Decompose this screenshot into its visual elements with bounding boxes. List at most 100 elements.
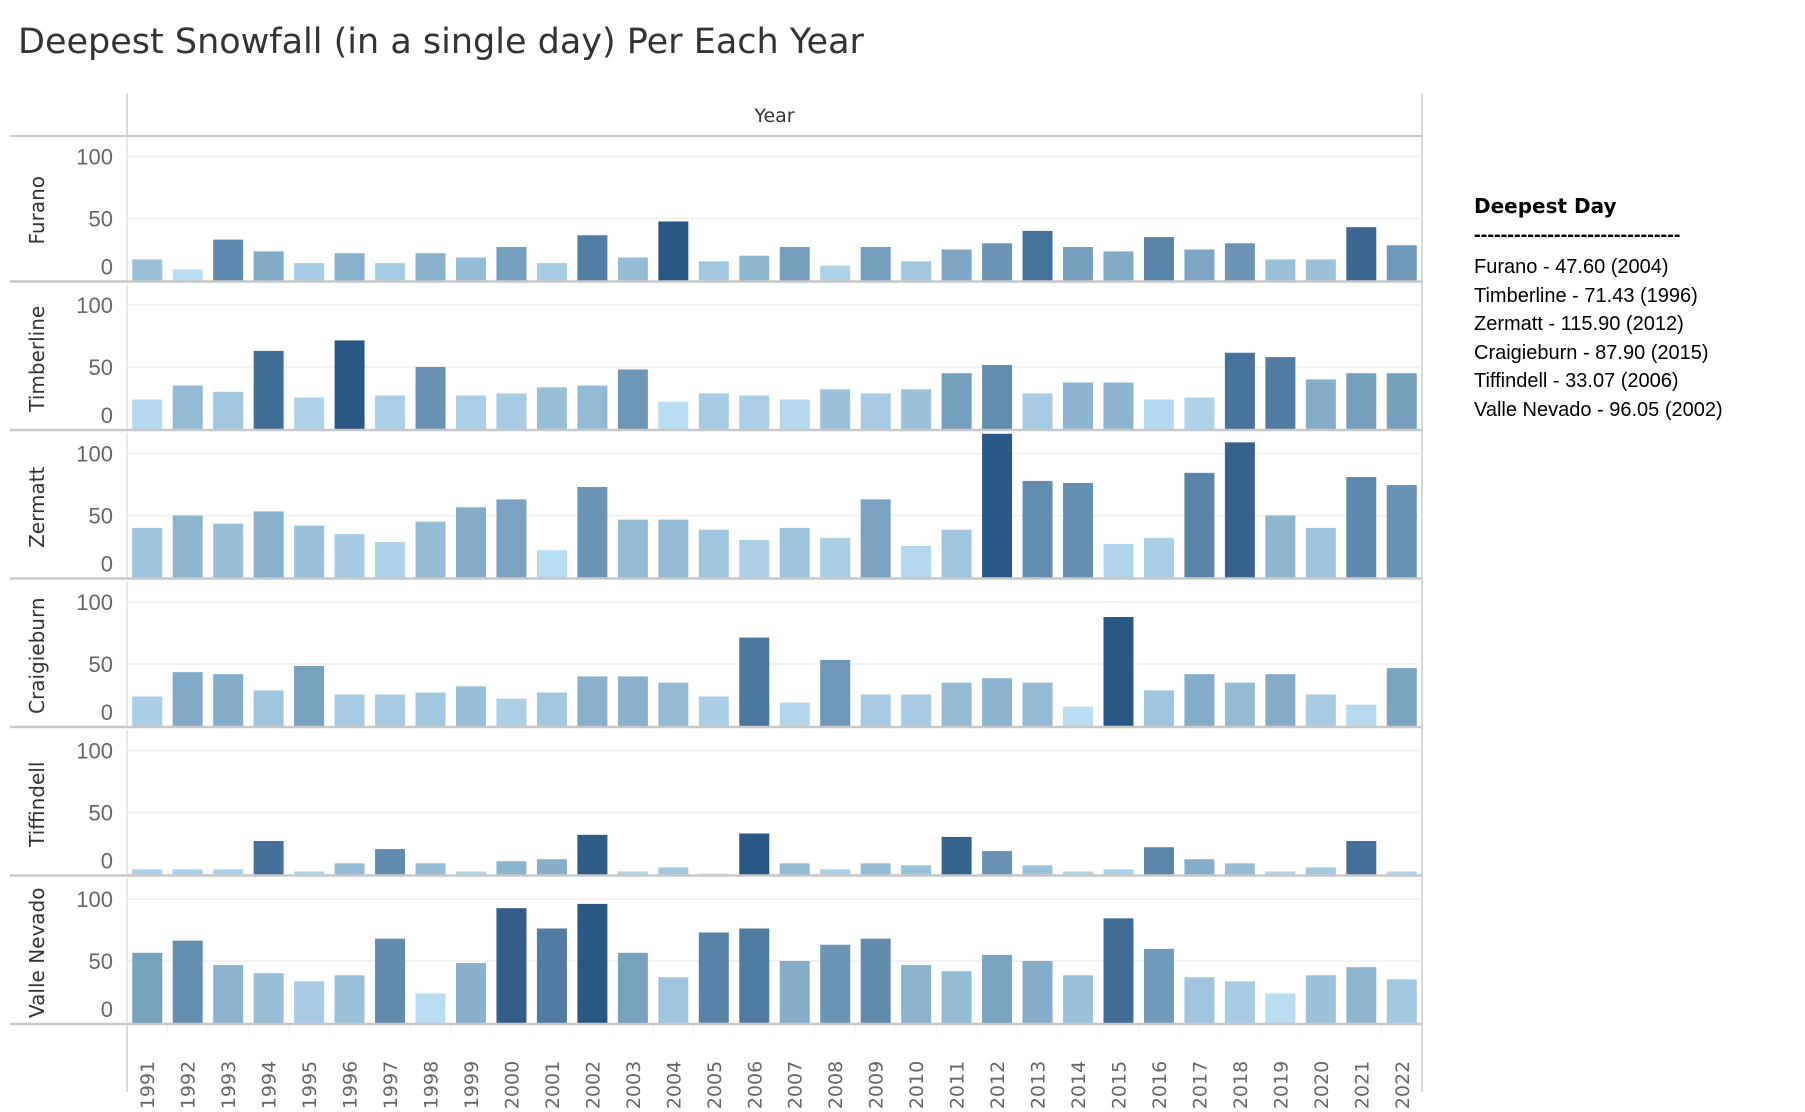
x-tick-label: 1996 — [340, 1061, 362, 1109]
bar-craigieburn-2008 — [820, 659, 851, 726]
bar-valle-nevado-1998 — [415, 993, 446, 1023]
legend-item: Valle Nevado - 96.05 (2002) — [1474, 398, 1723, 421]
bar-zermatt-2005 — [698, 529, 729, 578]
bar-zermatt-2009 — [860, 499, 891, 578]
legend-item: Furano - 47.60 (2004) — [1474, 256, 1669, 278]
legend-item: Zermatt - 115.90 (2012) — [1474, 313, 1684, 335]
bar-zermatt-2013 — [1022, 480, 1053, 578]
bar-tiffindell-2010 — [901, 865, 932, 875]
bar-valle-nevado-2014 — [1063, 975, 1094, 1023]
bar-valle-nevado-2003 — [617, 952, 648, 1023]
bar-craigieburn-2010 — [901, 694, 932, 726]
bar-timberline-2011 — [941, 373, 972, 429]
x-tick-label: 2013 — [1028, 1061, 1050, 1109]
bar-furano-2014 — [1063, 247, 1094, 281]
bar-tiffindell-1995 — [294, 871, 325, 875]
bar-tiffindell-2008 — [820, 869, 851, 875]
bar-zermatt-2021 — [1346, 477, 1377, 578]
x-tick-label: 1994 — [259, 1061, 281, 1109]
bar-tiffindell-2018 — [1224, 863, 1255, 875]
bar-valle-nevado-1997 — [375, 938, 406, 1023]
bar-tiffindell-2013 — [1022, 865, 1053, 875]
bar-timberline-2002 — [577, 385, 608, 429]
deepest-day-legend: Deepest Day ----------------------------… — [1474, 194, 1723, 424]
bar-valle-nevado-2011 — [941, 971, 972, 1023]
bar-tiffindell-2009 — [860, 863, 891, 875]
bar-valle-nevado-2010 — [901, 965, 932, 1023]
bar-timberline-2014 — [1063, 382, 1094, 429]
bar-zermatt-1993 — [213, 523, 244, 578]
y-tick-label: 0 — [101, 700, 113, 725]
bar-tiffindell-2005 — [698, 873, 729, 875]
bar-craigieburn-2022 — [1386, 668, 1417, 726]
bar-craigieburn-2000 — [496, 698, 527, 726]
bar-timberline-2000 — [496, 393, 527, 429]
x-tick-label: 2012 — [987, 1061, 1009, 1109]
bar-furano-2012 — [982, 243, 1013, 281]
bar-timberline-1994 — [253, 350, 284, 429]
bar-furano-2002 — [577, 235, 608, 281]
bar-furano-2011 — [941, 249, 972, 281]
x-tick-label: 1997 — [380, 1061, 402, 1109]
x-tick-label: 1998 — [421, 1061, 443, 1109]
bar-valle-nevado-2013 — [1022, 961, 1053, 1023]
bar-furano-1998 — [415, 253, 446, 281]
bar-tiffindell-2000 — [496, 861, 527, 875]
x-tick-label: 1992 — [178, 1061, 200, 1109]
bar-furano-2004 — [658, 221, 689, 281]
bar-tiffindell-2002 — [577, 834, 608, 875]
bar-furano-1995 — [294, 263, 325, 281]
bar-timberline-2008 — [820, 389, 851, 429]
bar-valle-nevado-2020 — [1305, 975, 1336, 1023]
bar-timberline-1992 — [172, 385, 203, 429]
y-tick-label: 0 — [101, 849, 113, 874]
bar-zermatt-2010 — [901, 546, 932, 578]
bar-tiffindell-1998 — [415, 863, 446, 875]
bar-furano-2000 — [496, 247, 527, 281]
bar-tiffindell-2019 — [1265, 871, 1296, 875]
y-tick-label: 50 — [89, 355, 113, 380]
y-tick-label: 50 — [89, 504, 113, 529]
bar-zermatt-1992 — [172, 515, 203, 578]
chart-title: Deepest Snowfall (in a single day) Per E… — [18, 22, 864, 62]
bar-tiffindell-2011 — [941, 836, 972, 875]
x-tick-label: 2009 — [866, 1061, 888, 1109]
bar-timberline-2001 — [536, 387, 567, 429]
bar-valle-nevado-2012 — [982, 954, 1013, 1023]
x-tick-label: 2007 — [785, 1061, 807, 1109]
y-tick-label: 100 — [76, 145, 113, 170]
bar-craigieburn-2006 — [739, 637, 770, 726]
bar-furano-1992 — [172, 269, 203, 281]
y-tick-label: 100 — [76, 442, 113, 467]
x-tick-label: 2010 — [906, 1061, 928, 1109]
bar-furano-1991 — [132, 259, 163, 281]
bar-timberline-2020 — [1305, 379, 1336, 429]
bar-craigieburn-1993 — [213, 674, 244, 726]
bar-craigieburn-2017 — [1184, 674, 1215, 726]
bar-furano-2001 — [536, 263, 567, 281]
bar-craigieburn-2012 — [982, 678, 1013, 726]
bar-timberline-2017 — [1184, 397, 1215, 429]
bar-zermatt-2014 — [1063, 483, 1094, 578]
bar-furano-2005 — [698, 261, 729, 281]
bar-furano-1994 — [253, 251, 284, 281]
row-label-craigieburn: Craigieburn — [25, 598, 49, 714]
bar-craigieburn-1996 — [334, 694, 365, 726]
bar-zermatt-2002 — [577, 486, 608, 578]
bar-timberline-1998 — [415, 367, 446, 429]
bar-furano-2008 — [820, 265, 851, 281]
y-tick-label: 0 — [101, 403, 113, 428]
bar-zermatt-2001 — [536, 550, 567, 578]
bar-zermatt-2017 — [1184, 472, 1215, 578]
x-tick-label: 2005 — [704, 1061, 726, 1109]
bar-tiffindell-1991 — [132, 869, 163, 875]
bar-furano-1993 — [213, 239, 244, 281]
bar-timberline-1996 — [334, 340, 365, 429]
bar-valle-nevado-2019 — [1265, 993, 1296, 1023]
bar-timberline-2015 — [1103, 382, 1134, 429]
y-tick-label: 100 — [76, 887, 113, 912]
bar-craigieburn-2005 — [698, 696, 729, 726]
y-tick-label: 0 — [101, 552, 113, 577]
bar-craigieburn-2018 — [1224, 682, 1255, 726]
bar-craigieburn-2015 — [1103, 617, 1134, 726]
